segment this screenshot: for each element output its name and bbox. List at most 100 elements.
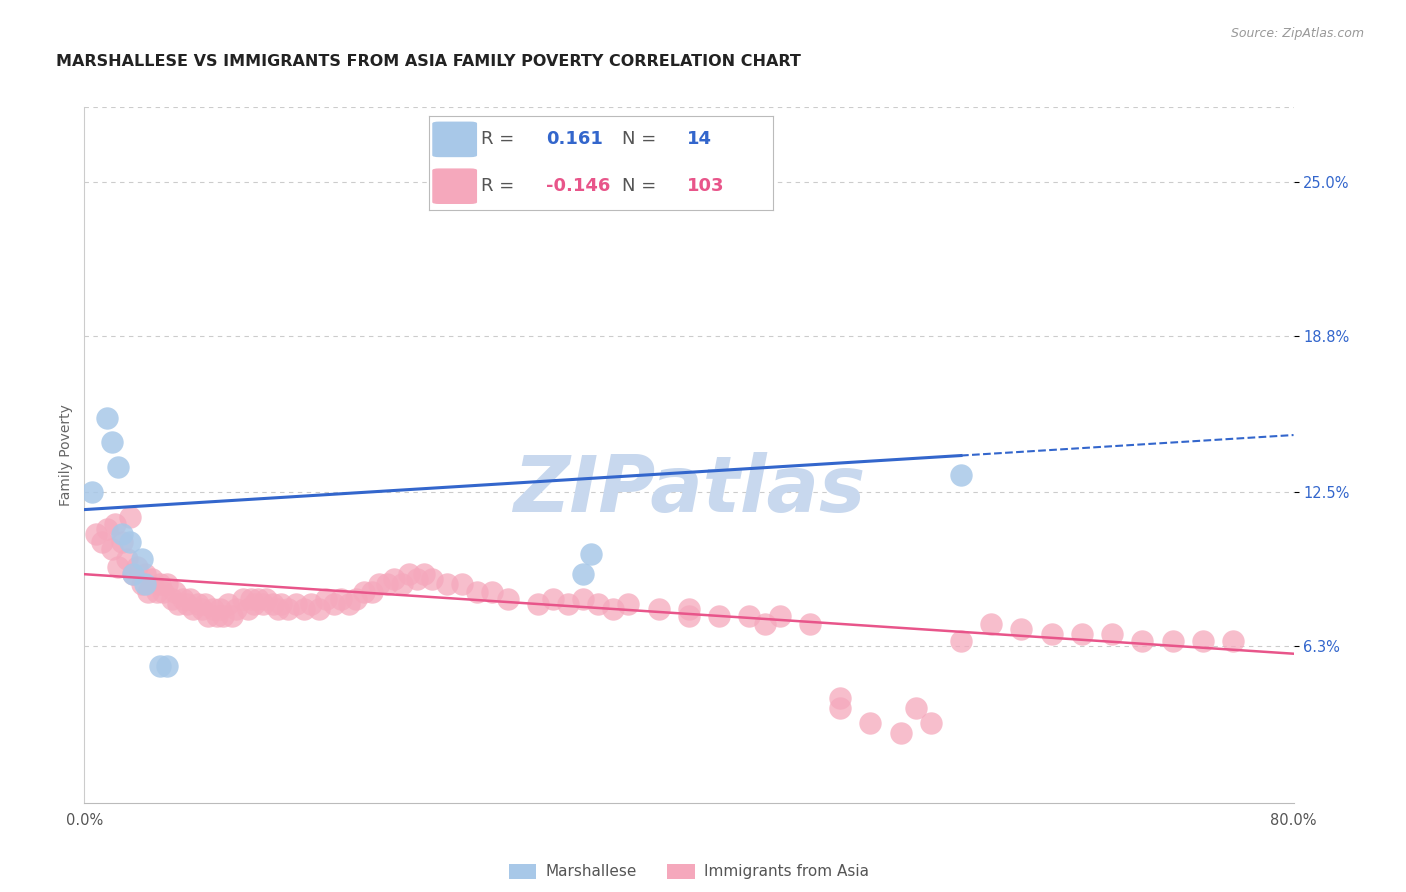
Point [436,577,458,591]
Point [527,597,550,611]
Point [353,584,375,599]
Point [136,584,159,599]
Text: N =: N = [621,178,662,195]
FancyBboxPatch shape [432,169,477,204]
Point [368,577,391,591]
Point [252,597,274,611]
Point [299,597,322,611]
Point [111,527,134,541]
Point [904,701,927,715]
Point [239,592,262,607]
Point [201,602,224,616]
Point [1222,634,1244,648]
Point [557,597,579,611]
Point [209,602,232,616]
Point [141,572,163,586]
Point [207,609,229,624]
Point [980,616,1002,631]
Point [80,485,103,500]
Point [602,602,624,616]
Point [191,602,214,616]
Text: 0.161: 0.161 [546,130,603,148]
Point [799,616,821,631]
Point [236,602,259,616]
Point [107,460,129,475]
Point [100,542,122,557]
Text: ZIPatlas: ZIPatlas [513,451,865,528]
Text: -0.146: -0.146 [546,178,610,195]
Point [225,602,247,616]
Point [104,517,127,532]
Point [212,609,235,624]
Text: R =: R = [481,178,519,195]
Point [91,534,114,549]
Point [496,592,519,607]
Point [678,602,700,616]
Point [131,577,153,591]
Point [709,609,731,624]
Point [579,547,602,561]
Point [146,584,169,599]
Point [920,716,942,731]
Text: Source: ZipAtlas.com: Source: ZipAtlas.com [1230,27,1364,40]
Point [1192,634,1215,648]
Point [107,559,129,574]
Point [115,552,138,566]
Point [890,726,912,740]
Point [167,597,190,611]
Point [127,559,149,574]
Point [96,523,118,537]
FancyBboxPatch shape [432,121,477,157]
Point [572,592,595,607]
Point [111,534,134,549]
Point [481,584,503,599]
Point [769,609,792,624]
Point [330,592,353,607]
Point [1040,627,1063,641]
Point [270,597,292,611]
Point [1130,634,1153,648]
Point [247,592,270,607]
Point [254,592,277,607]
Point [194,597,217,611]
Point [541,592,564,607]
Point [277,602,299,616]
Point [337,597,360,611]
Text: N =: N = [621,130,662,148]
Point [160,592,183,607]
Point [152,584,174,599]
Point [346,592,368,607]
Point [267,602,290,616]
Text: 103: 103 [688,178,724,195]
Text: 14: 14 [688,130,713,148]
Point [467,584,489,599]
Point [830,691,852,706]
Point [1011,622,1033,636]
Point [382,572,405,586]
Point [176,597,198,611]
Point [165,584,187,599]
Point [859,716,882,731]
Point [375,577,398,591]
Point [149,577,172,591]
Point [118,510,141,524]
Point [950,634,973,648]
Point [754,616,776,631]
Point [181,602,204,616]
Point [179,592,201,607]
Point [738,609,761,624]
Point [134,577,156,591]
Point [172,592,194,607]
Point [131,552,153,566]
Point [156,577,179,591]
Point [121,567,143,582]
Point [617,597,640,611]
Point [100,435,122,450]
Point [1101,627,1123,641]
Point [420,572,443,586]
Point [134,567,156,582]
Legend: Marshallese, Immigrants from Asia: Marshallese, Immigrants from Asia [503,857,875,886]
Point [96,410,118,425]
Point [1161,634,1184,648]
Point [262,597,284,611]
